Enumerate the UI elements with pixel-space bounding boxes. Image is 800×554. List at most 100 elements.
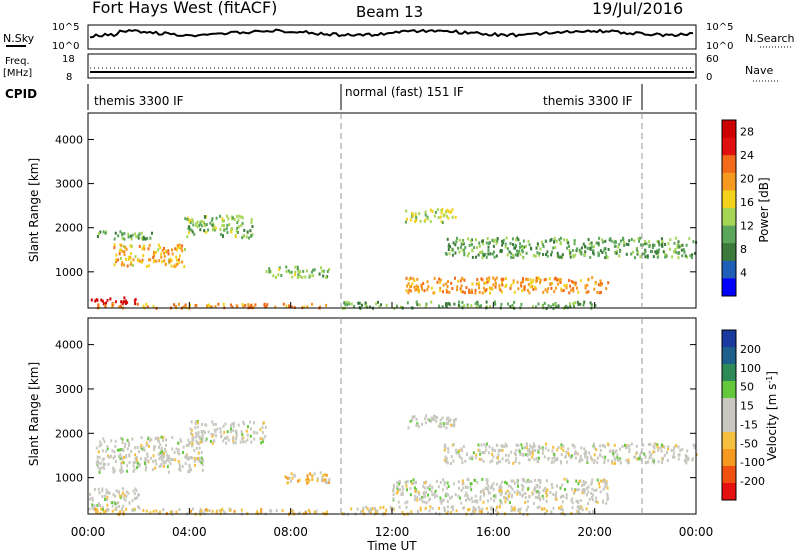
heat-cell — [459, 496, 461, 500]
heat-cell — [164, 443, 167, 447]
heat-cell — [448, 302, 451, 306]
heat-cell — [576, 505, 579, 509]
heat-cell — [488, 491, 491, 495]
heat-cell — [120, 468, 123, 471]
heat-cell — [651, 457, 654, 461]
heat-cell — [243, 228, 246, 232]
heat-cell — [479, 498, 482, 502]
heat-cell — [606, 492, 609, 496]
heat-cell — [541, 243, 544, 247]
heat-cell — [542, 253, 545, 256]
heat-cell — [121, 508, 123, 512]
heat-cell — [532, 445, 535, 449]
heat-cell — [159, 510, 162, 514]
heat-cell — [377, 300, 379, 304]
heat-cell — [529, 278, 532, 282]
heat-cell — [496, 461, 498, 465]
heat-cell — [492, 482, 495, 486]
heat-cell — [657, 240, 660, 244]
heat-cell — [186, 217, 189, 221]
heat-cell — [458, 454, 461, 458]
heat-cell — [211, 227, 214, 231]
heat-cell — [527, 239, 530, 243]
heat-cell — [153, 445, 155, 449]
heat-cell — [601, 455, 604, 459]
heat-cell — [175, 248, 178, 252]
heat-cell — [648, 240, 651, 244]
heat-cell — [322, 269, 325, 273]
heat-cell — [603, 459, 606, 462]
heat-cell — [436, 494, 439, 498]
heat-cell — [561, 511, 564, 515]
heat-cell — [170, 259, 173, 263]
heat-cell — [205, 215, 208, 219]
heat-cell — [136, 446, 139, 449]
heat-cell — [574, 281, 577, 285]
heat-cell — [483, 281, 486, 285]
heat-cell — [213, 228, 216, 232]
heat-cell — [564, 488, 566, 491]
heat-cell — [154, 466, 157, 470]
heat-cell — [439, 289, 442, 293]
heat-cell — [560, 287, 563, 291]
heat-cell — [572, 286, 575, 290]
heat-cell — [536, 251, 539, 255]
heat-cell — [465, 286, 468, 290]
heat-cell — [579, 454, 582, 458]
heat-cell — [277, 273, 280, 277]
heat-cell — [538, 445, 541, 449]
heat-cell — [545, 494, 548, 498]
heat-cell — [482, 459, 485, 463]
heat-cell — [663, 445, 666, 449]
heat-cell — [203, 508, 206, 512]
heat-cell — [433, 495, 436, 499]
heat-cell — [470, 488, 473, 492]
heat-cell — [468, 243, 471, 247]
heat-cell — [278, 266, 281, 270]
heat-cell — [311, 270, 313, 274]
heat-cell — [401, 485, 404, 489]
heat-cell — [539, 479, 542, 483]
heat-cell — [523, 478, 526, 482]
heat-cell — [123, 244, 125, 248]
heat-cell — [527, 282, 530, 286]
heat-cell — [457, 279, 460, 283]
heat-cell — [640, 458, 643, 462]
heat-cell — [440, 211, 443, 215]
heat-cell — [397, 500, 400, 504]
heat-cell — [462, 239, 465, 242]
heat-cell — [204, 431, 207, 435]
heat-cell — [163, 461, 166, 465]
heat-cell — [585, 507, 588, 511]
heat-cell — [491, 252, 494, 256]
heat-cell — [433, 276, 436, 280]
heat-cell — [513, 506, 516, 510]
heat-cell — [486, 478, 489, 482]
heat-cell — [93, 508, 96, 512]
heat-cell — [569, 456, 572, 460]
heat-cell — [495, 456, 498, 460]
heat-cell — [566, 238, 568, 242]
cpid-segment-2: normal (fast) 151 IF — [345, 85, 464, 99]
heat-cell — [621, 445, 624, 448]
heat-cell — [599, 453, 601, 457]
heat-cell — [178, 463, 181, 467]
heat-cell — [546, 250, 549, 254]
heat-cell — [224, 422, 227, 426]
heat-cell — [601, 251, 604, 254]
heat-cell — [470, 304, 473, 308]
heat-cell — [481, 477, 484, 481]
heat-cell — [440, 425, 443, 429]
heat-cell — [436, 208, 439, 212]
heat-cell — [439, 278, 442, 282]
heat-cell — [91, 506, 94, 510]
heat-cell — [96, 504, 99, 507]
heat-cell — [492, 276, 495, 280]
heat-cell — [414, 288, 417, 292]
heat-cell — [195, 222, 198, 226]
heat-cell — [628, 447, 631, 451]
heat-cell — [528, 452, 531, 456]
heat-cell — [625, 444, 628, 447]
freq-unit: [MHz] — [3, 68, 32, 79]
heat-cell — [447, 216, 450, 220]
